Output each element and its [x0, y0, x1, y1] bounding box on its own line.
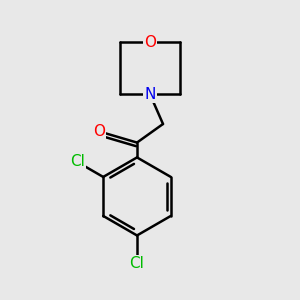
- Text: O: O: [144, 35, 156, 50]
- Text: O: O: [93, 124, 105, 139]
- Text: N: N: [144, 87, 156, 102]
- Text: Cl: Cl: [70, 154, 85, 169]
- Text: Cl: Cl: [130, 256, 144, 271]
